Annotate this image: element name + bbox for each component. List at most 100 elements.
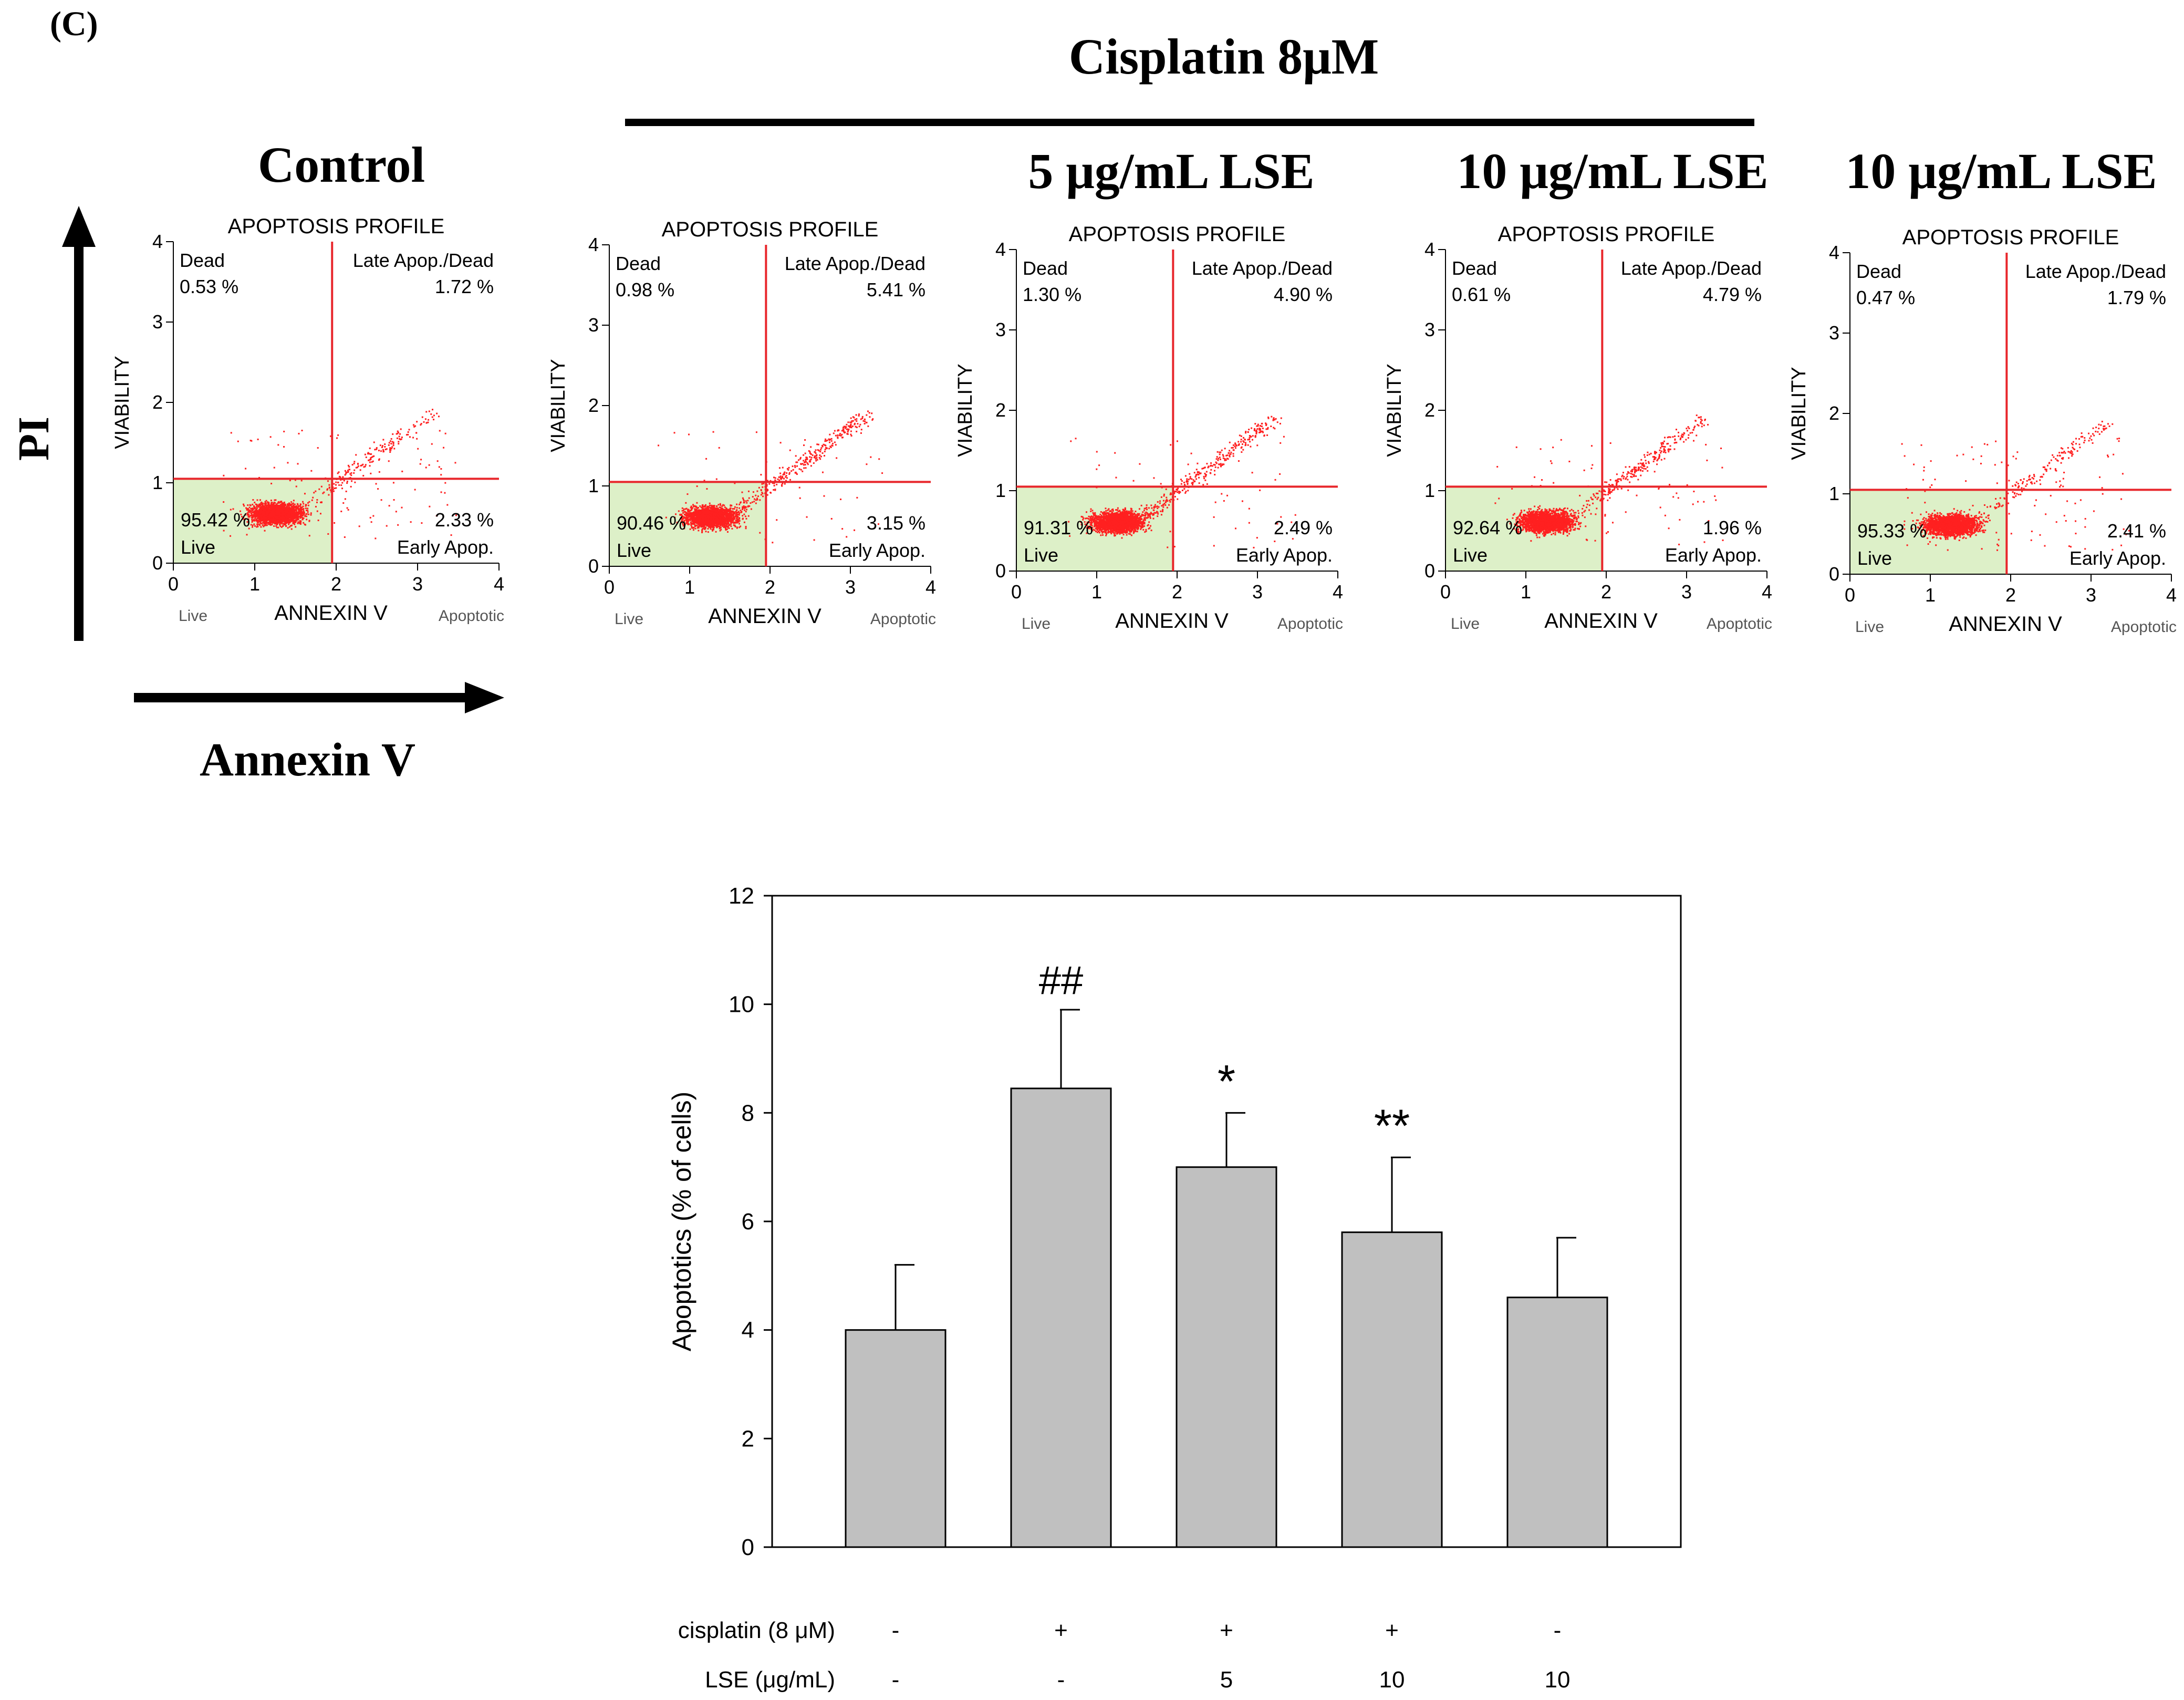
late-percent: 4.79 % bbox=[1703, 284, 1762, 305]
significance-mark: ## bbox=[1039, 958, 1084, 1003]
late-label: Late Apop./Dead bbox=[1621, 257, 1762, 279]
x-axis-label: ANNEXIN V bbox=[708, 605, 821, 628]
x-tick-label: 1 bbox=[684, 576, 695, 598]
y-tick-label: 0 bbox=[588, 555, 599, 577]
early-percent: 2.49 % bbox=[1274, 517, 1333, 538]
cisplatin-group-title: Cisplatin 8μM bbox=[1068, 28, 1379, 85]
dead-label: Dead bbox=[616, 253, 661, 274]
dead-label: Dead bbox=[180, 250, 225, 271]
x-tick-label: 4 bbox=[2166, 584, 2177, 606]
dead-percent: 0.61 % bbox=[1452, 284, 1511, 305]
x-tick-label: 3 bbox=[1252, 581, 1263, 603]
y-tick-label: 10 bbox=[729, 992, 754, 1018]
x-left-label: Live bbox=[1451, 615, 1480, 633]
live-percent: 95.42 % bbox=[181, 509, 250, 531]
y-tick-label: 0 bbox=[742, 1535, 754, 1560]
y-tick-label: 4 bbox=[1424, 239, 1435, 260]
y-tick-label: 2 bbox=[152, 391, 163, 413]
treatment-row-label: cisplatin (8 μM) bbox=[678, 1618, 835, 1643]
late-label: Late Apop./Dead bbox=[785, 253, 925, 274]
y-tick-label: 4 bbox=[588, 234, 599, 255]
x-tick-label: 3 bbox=[1681, 581, 1692, 603]
x-left-label: Live bbox=[1022, 615, 1051, 633]
dead-percent: 1.30 % bbox=[1023, 284, 1081, 305]
live-percent: 90.46 % bbox=[617, 512, 686, 534]
x-tick-label: 0 bbox=[168, 573, 179, 595]
event-dots bbox=[223, 409, 457, 540]
y-tick-label: 3 bbox=[588, 314, 599, 336]
y-tick-label: 0 bbox=[1424, 560, 1435, 582]
early-label: Early Apop. bbox=[1236, 544, 1333, 566]
y-tick-label: 0 bbox=[152, 552, 163, 574]
treatment-value: - bbox=[892, 1618, 900, 1643]
x-tick-label: 2 bbox=[2005, 584, 2016, 606]
treatment-value: + bbox=[1220, 1618, 1233, 1643]
y-tick-label: 4 bbox=[1829, 242, 1839, 263]
x-tick-label: 0 bbox=[604, 576, 615, 598]
x-tick-label: 2 bbox=[765, 576, 775, 598]
event-dots bbox=[1494, 414, 1724, 545]
dead-percent: 0.47 % bbox=[1856, 287, 1915, 308]
late-percent: 4.90 % bbox=[1274, 284, 1333, 305]
x-tick-label: 3 bbox=[845, 576, 856, 598]
x-axis-label: ANNEXIN V bbox=[1544, 609, 1658, 633]
dead-percent: 0.53 % bbox=[180, 276, 238, 297]
y-axis-label: VIABILITY bbox=[1384, 364, 1406, 457]
panel-label: (C) bbox=[50, 5, 98, 43]
y-tick-label: 2 bbox=[1829, 402, 1839, 424]
y-tick-label: 1 bbox=[1424, 480, 1435, 501]
y-tick-label: 2 bbox=[742, 1426, 754, 1452]
late-label: Late Apop./Dead bbox=[353, 250, 494, 271]
x-left-label: Live bbox=[179, 607, 207, 625]
x-tick-label: 1 bbox=[249, 573, 260, 595]
y-tick-label: 4 bbox=[742, 1318, 754, 1343]
y-tick-label: 4 bbox=[152, 231, 163, 252]
late-percent: 5.41 % bbox=[867, 279, 925, 300]
x-tick-label: 0 bbox=[1440, 581, 1451, 603]
annexin-axis-label: Annexin V bbox=[200, 734, 415, 786]
x-tick-label: 2 bbox=[331, 573, 341, 595]
annexin-arrow-head bbox=[465, 682, 504, 713]
early-percent: 1.96 % bbox=[1703, 517, 1762, 538]
y-axis-label: VIABILITY bbox=[1788, 367, 1810, 460]
dead-percent: 0.98 % bbox=[616, 279, 674, 300]
early-percent: 2.33 % bbox=[435, 509, 494, 531]
treatment-value: + bbox=[1385, 1618, 1399, 1643]
event-dots bbox=[1901, 420, 2130, 551]
x-left-label: Live bbox=[1855, 618, 1884, 636]
y-tick-label: 1 bbox=[588, 475, 599, 496]
x-tick-label: 1 bbox=[1521, 581, 1531, 603]
dead-label: Dead bbox=[1856, 261, 1901, 282]
late-percent: 1.79 % bbox=[2107, 287, 2166, 308]
y-tick-label: 3 bbox=[1829, 322, 1839, 344]
x-tick-label: 3 bbox=[412, 573, 423, 595]
plot-title: APOPTOSIS PROFILE bbox=[1902, 226, 2119, 249]
dead-label: Dead bbox=[1452, 257, 1497, 279]
late-label: Late Apop./Dead bbox=[2025, 261, 2166, 282]
x-tick-label: 4 bbox=[494, 573, 504, 595]
pi-arrow-head bbox=[62, 206, 96, 247]
x-axis-label: ANNEXIN V bbox=[274, 602, 388, 625]
treatment-value: 10 bbox=[1545, 1667, 1571, 1693]
early-label: Early Apop. bbox=[2069, 547, 2166, 569]
y-tick-label: 2 bbox=[588, 395, 599, 416]
live-percent: 95.33 % bbox=[1857, 520, 1927, 542]
early-label: Early Apop. bbox=[829, 540, 925, 561]
x-axis-label: ANNEXIN V bbox=[1115, 609, 1229, 633]
live-label: Live bbox=[1024, 544, 1058, 566]
live-percent: 92.64 % bbox=[1453, 517, 1522, 538]
treatment-value: - bbox=[892, 1667, 900, 1693]
y-tick-label: 12 bbox=[729, 883, 754, 909]
treatment-value: - bbox=[1554, 1618, 1562, 1643]
y-tick-label: 3 bbox=[1424, 319, 1435, 340]
group-title-lse-10-cis: 10 μg/mL LSE bbox=[1457, 143, 1769, 199]
late-percent: 1.72 % bbox=[435, 276, 494, 297]
late-label: Late Apop./Dead bbox=[1192, 257, 1333, 279]
y-axis-label: VIABILITY bbox=[954, 364, 976, 457]
live-label: Live bbox=[1857, 547, 1892, 569]
x-right-label: Apoptotic bbox=[870, 610, 936, 628]
